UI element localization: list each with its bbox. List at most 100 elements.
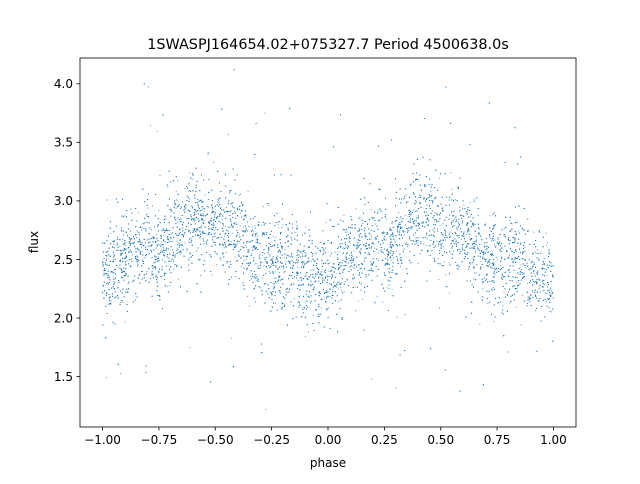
data-point bbox=[474, 249, 476, 251]
data-point bbox=[243, 259, 245, 261]
data-point bbox=[235, 222, 237, 224]
data-point bbox=[314, 278, 316, 280]
data-point bbox=[361, 298, 364, 300]
data-point bbox=[414, 225, 416, 227]
data-point bbox=[487, 246, 489, 248]
data-point bbox=[252, 233, 254, 235]
data-point bbox=[328, 291, 330, 293]
data-point bbox=[213, 233, 215, 235]
data-point bbox=[475, 272, 477, 274]
data-point bbox=[332, 288, 334, 290]
data-point bbox=[439, 177, 441, 179]
data-point bbox=[249, 305, 251, 307]
data-point bbox=[176, 247, 178, 249]
data-point bbox=[323, 270, 325, 272]
data-point bbox=[231, 226, 233, 228]
data-point bbox=[230, 226, 232, 228]
data-point bbox=[516, 281, 518, 283]
data-point bbox=[237, 243, 239, 245]
data-point bbox=[234, 211, 236, 213]
data-point bbox=[126, 260, 128, 262]
data-point bbox=[515, 251, 518, 253]
data-point bbox=[153, 262, 155, 264]
data-point bbox=[377, 252, 380, 254]
data-point bbox=[119, 302, 121, 304]
data-point bbox=[149, 124, 152, 126]
data-point bbox=[173, 268, 175, 270]
data-point bbox=[256, 276, 258, 278]
data-point bbox=[489, 281, 491, 283]
data-point bbox=[141, 250, 143, 253]
data-point bbox=[436, 240, 438, 242]
data-point bbox=[245, 246, 247, 248]
data-point bbox=[523, 229, 526, 231]
data-point bbox=[463, 232, 465, 234]
data-point bbox=[545, 300, 547, 302]
data-point bbox=[318, 315, 321, 317]
data-point bbox=[370, 209, 372, 211]
data-point bbox=[283, 257, 285, 259]
data-point bbox=[430, 190, 432, 192]
data-point bbox=[544, 284, 546, 286]
data-point bbox=[329, 296, 331, 298]
data-point bbox=[409, 227, 412, 229]
data-point bbox=[141, 226, 143, 229]
data-point bbox=[334, 251, 336, 253]
data-point bbox=[253, 230, 255, 232]
data-point bbox=[127, 283, 129, 285]
data-point bbox=[374, 247, 376, 249]
data-point bbox=[324, 277, 326, 279]
data-point bbox=[147, 215, 149, 217]
data-point bbox=[510, 230, 512, 232]
data-point bbox=[163, 234, 165, 236]
data-point bbox=[487, 302, 489, 305]
data-point bbox=[293, 298, 295, 300]
data-point bbox=[476, 264, 478, 266]
data-point bbox=[425, 234, 427, 236]
data-point bbox=[204, 194, 206, 196]
data-point bbox=[396, 316, 398, 318]
data-point bbox=[391, 223, 393, 225]
data-point bbox=[420, 222, 423, 224]
data-point bbox=[232, 226, 234, 228]
data-point bbox=[279, 252, 281, 254]
data-point bbox=[546, 242, 548, 244]
data-point bbox=[312, 314, 314, 316]
data-point bbox=[370, 247, 372, 249]
data-point bbox=[370, 238, 372, 240]
data-point bbox=[346, 234, 348, 236]
data-point bbox=[498, 238, 500, 241]
data-point bbox=[207, 206, 209, 208]
data-point bbox=[325, 221, 327, 223]
data-point bbox=[339, 251, 341, 253]
data-point bbox=[183, 209, 185, 211]
data-point bbox=[179, 253, 181, 255]
data-point bbox=[156, 130, 158, 132]
data-point bbox=[413, 223, 415, 225]
data-point bbox=[341, 289, 343, 291]
data-point bbox=[188, 210, 190, 212]
data-point bbox=[514, 250, 516, 252]
data-point bbox=[443, 261, 445, 263]
data-point bbox=[283, 272, 285, 274]
data-point bbox=[158, 210, 160, 212]
data-point bbox=[343, 214, 345, 217]
data-point bbox=[371, 378, 373, 380]
data-point bbox=[189, 257, 191, 259]
data-point bbox=[120, 373, 122, 375]
data-point bbox=[439, 224, 441, 227]
data-point bbox=[129, 265, 131, 267]
data-point bbox=[551, 290, 553, 292]
data-point bbox=[372, 262, 374, 264]
data-point bbox=[527, 296, 529, 298]
data-point bbox=[386, 287, 388, 289]
data-point bbox=[490, 250, 492, 252]
data-point bbox=[466, 213, 468, 216]
data-point bbox=[503, 234, 505, 236]
data-point bbox=[318, 280, 320, 282]
data-point bbox=[191, 178, 193, 180]
data-point bbox=[542, 264, 544, 266]
data-point bbox=[442, 223, 444, 225]
data-point bbox=[302, 264, 304, 267]
data-point bbox=[303, 249, 305, 251]
